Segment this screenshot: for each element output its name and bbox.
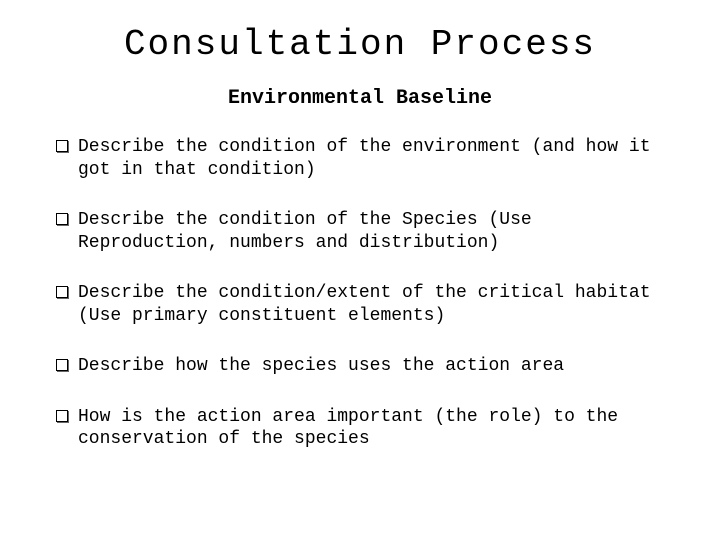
slide-title: Consultation Process [56, 24, 664, 65]
bullet-text: Describe the condition of the environmen… [78, 136, 664, 181]
bullet-text: How is the action area important (the ro… [78, 406, 664, 451]
list-item: Describe the condition of the Species (U… [56, 209, 664, 254]
list-item: Describe the condition/extent of the cri… [56, 282, 664, 327]
list-item: Describe the condition of the environmen… [56, 136, 664, 181]
slide-subtitle: Environmental Baseline [56, 87, 664, 110]
bullet-text: Describe how the species uses the action… [78, 355, 664, 378]
checkbox-bullet-icon [56, 359, 68, 371]
bullet-text: Describe the condition/extent of the cri… [78, 282, 664, 327]
checkbox-bullet-icon [56, 286, 68, 298]
list-item: How is the action area important (the ro… [56, 406, 664, 451]
bullet-list: Describe the condition of the environmen… [56, 136, 664, 451]
list-item: Describe how the species uses the action… [56, 355, 664, 378]
checkbox-bullet-icon [56, 140, 68, 152]
bullet-text: Describe the condition of the Species (U… [78, 209, 664, 254]
checkbox-bullet-icon [56, 410, 68, 422]
checkbox-bullet-icon [56, 213, 68, 225]
